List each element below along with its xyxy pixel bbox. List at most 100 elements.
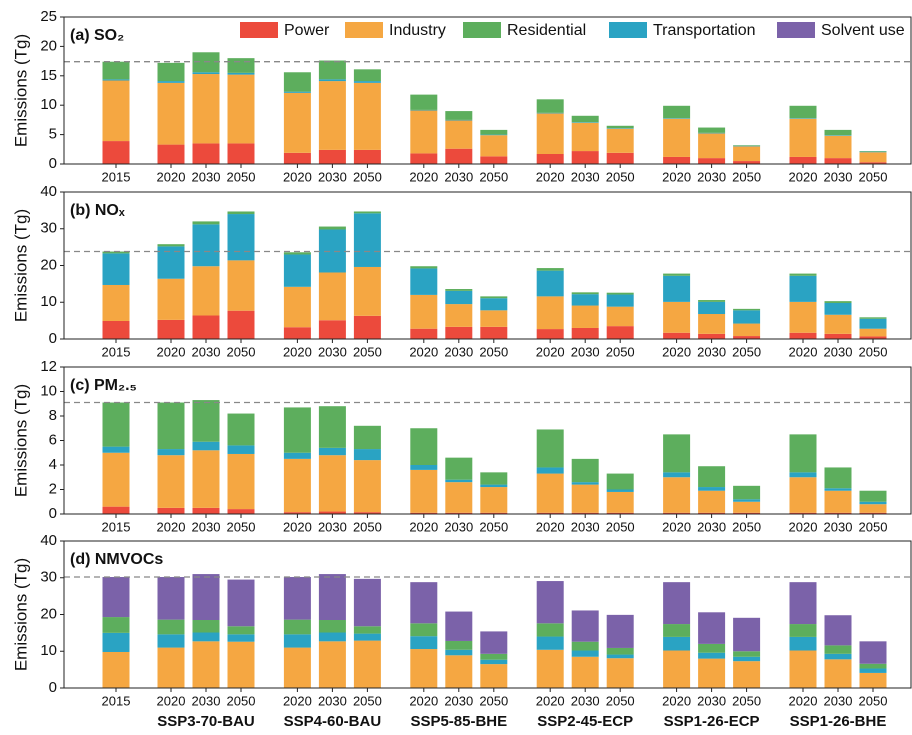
bar-segment bbox=[318, 641, 346, 688]
bar-segment bbox=[283, 577, 311, 620]
x-tick-label: 2020 bbox=[662, 344, 691, 359]
bar-segment bbox=[410, 268, 438, 295]
x-tick-label: 2020 bbox=[157, 693, 186, 708]
y-tick-label: 10 bbox=[40, 642, 57, 659]
bar-segment bbox=[445, 120, 473, 149]
bar-segment bbox=[663, 636, 691, 651]
bar-segment bbox=[606, 306, 634, 327]
y-tick-label: 2 bbox=[49, 480, 57, 497]
x-tick-label: 2030 bbox=[444, 693, 473, 708]
bar-segment bbox=[663, 650, 691, 688]
bar-segment bbox=[283, 452, 311, 459]
bar-segment bbox=[318, 406, 346, 448]
bar-segment bbox=[445, 479, 473, 483]
bar-segment bbox=[192, 450, 220, 508]
bar-segment bbox=[606, 128, 634, 129]
bar-segment bbox=[227, 74, 255, 144]
x-tick-label: 2020 bbox=[536, 519, 565, 534]
bar-segment bbox=[480, 484, 508, 488]
bar-segment bbox=[733, 656, 761, 662]
bar-segment bbox=[192, 632, 220, 642]
bar-segment bbox=[733, 499, 761, 502]
y-tick-label: 0 bbox=[49, 330, 57, 347]
bar-segment bbox=[824, 129, 852, 136]
bar-segment bbox=[318, 149, 346, 164]
bar-segment bbox=[789, 156, 817, 164]
bar-segment bbox=[353, 82, 381, 150]
x-tick-label: 2050 bbox=[227, 519, 256, 534]
bar-segment bbox=[824, 512, 852, 514]
x-tick-label: 2050 bbox=[859, 169, 888, 184]
bar-segment bbox=[445, 326, 473, 339]
bar-segment bbox=[536, 112, 564, 114]
x-tick-label: 2050 bbox=[606, 169, 635, 184]
bar-segment bbox=[102, 651, 130, 688]
bar-segment bbox=[859, 641, 887, 664]
x-tick-label: 2020 bbox=[409, 693, 438, 708]
bar-segment bbox=[353, 626, 381, 634]
bar-segment bbox=[227, 445, 255, 454]
x-tick-label: 2030 bbox=[697, 169, 726, 184]
bar-segment bbox=[410, 110, 438, 154]
bar-segment bbox=[353, 315, 381, 339]
bar-segment bbox=[606, 512, 634, 514]
bar-segment bbox=[536, 270, 564, 297]
bar-segment bbox=[571, 292, 599, 295]
x-tick-label: 2020 bbox=[662, 169, 691, 184]
bar-segment bbox=[571, 122, 599, 123]
bar-segment bbox=[157, 507, 185, 514]
y-tick-label: 20 bbox=[40, 256, 57, 273]
bar-segment bbox=[192, 266, 220, 316]
bar-segment bbox=[663, 477, 691, 513]
bar-segment bbox=[445, 640, 473, 650]
bar-segment bbox=[663, 118, 691, 119]
bar-segment bbox=[102, 141, 130, 164]
x-tick-label: 2050 bbox=[859, 344, 888, 359]
bar-segment bbox=[353, 211, 381, 214]
bar-segment bbox=[192, 143, 220, 164]
x-tick-label: 2050 bbox=[479, 693, 508, 708]
bar-segment bbox=[663, 118, 691, 157]
bar-segment bbox=[571, 122, 599, 152]
bar-segment bbox=[536, 636, 564, 650]
bar-segment bbox=[789, 477, 817, 513]
bar-segment bbox=[480, 326, 508, 339]
bar-segment bbox=[410, 582, 438, 624]
bar-segment bbox=[283, 286, 311, 328]
bar-segment bbox=[824, 467, 852, 489]
bar-segment bbox=[480, 512, 508, 514]
bar-segment bbox=[824, 135, 852, 159]
x-tick-label: 2020 bbox=[409, 344, 438, 359]
group-label: SSP3-70-BAU bbox=[157, 713, 255, 730]
x-tick-label: 2020 bbox=[283, 693, 312, 708]
bar-segment bbox=[157, 244, 185, 247]
bar-segment bbox=[789, 472, 817, 478]
bar-segment bbox=[571, 656, 599, 688]
bar-segment bbox=[353, 266, 381, 316]
bar-segment bbox=[445, 290, 473, 305]
bar-segment bbox=[663, 434, 691, 473]
bar-segment bbox=[283, 327, 311, 339]
bar-segment bbox=[157, 144, 185, 164]
bar-segment bbox=[733, 661, 761, 688]
bar-segment bbox=[824, 653, 852, 660]
bar-segment bbox=[606, 473, 634, 490]
x-tick-label: 2030 bbox=[571, 519, 600, 534]
bar-segment bbox=[102, 577, 130, 618]
bar-segment bbox=[789, 118, 817, 119]
x-tick-label: 2020 bbox=[662, 693, 691, 708]
bar-segment bbox=[536, 512, 564, 514]
bar-segment bbox=[192, 641, 220, 688]
bar-segment bbox=[157, 647, 185, 688]
bar-segment bbox=[283, 91, 311, 93]
bar-segment bbox=[283, 458, 311, 513]
bar-segment bbox=[663, 512, 691, 514]
x-tick-label: 2030 bbox=[318, 693, 347, 708]
y-tick-label: 30 bbox=[40, 220, 57, 237]
bar-segment bbox=[192, 74, 220, 144]
bar-segment bbox=[283, 254, 311, 287]
bar-segment bbox=[102, 284, 130, 321]
bar-segment bbox=[698, 133, 726, 159]
bar-segment bbox=[318, 79, 346, 82]
